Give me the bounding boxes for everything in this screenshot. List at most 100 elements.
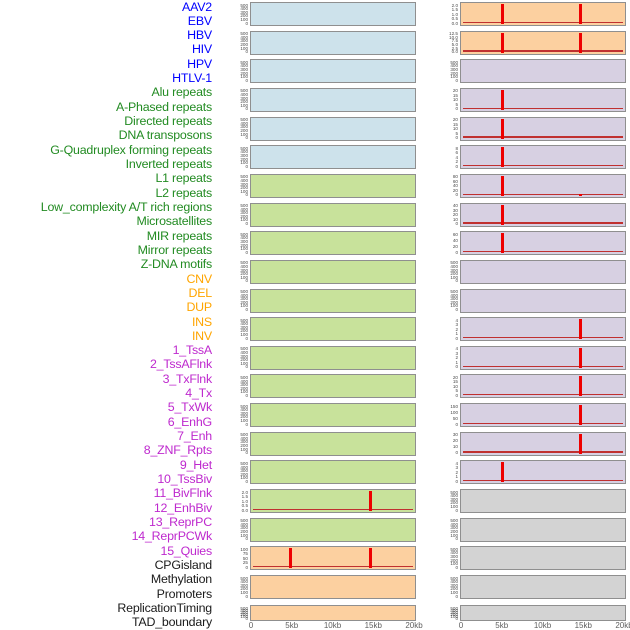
feature-panel [460, 87, 626, 112]
signal-baseline [463, 50, 623, 52]
y-tick-label: 0 [245, 450, 248, 456]
y-tick-label: 300 [240, 210, 248, 216]
y-tick-label: 80 [452, 174, 458, 180]
y-tick-label: 300 [240, 95, 248, 101]
y-tick-label: 20 [452, 187, 458, 193]
y-tick-label: 100 [240, 532, 248, 538]
y-tick-label: 20 [452, 88, 458, 94]
y-tick-label: 100 [450, 409, 458, 415]
y-tick-label: 500 [240, 174, 248, 180]
y-tick-label: 2 [455, 159, 458, 165]
y-tick-label: 400 [240, 321, 248, 327]
feature-label: 8_ZNF_Rpts [143, 443, 212, 458]
y-tick-label: 0 [455, 192, 458, 198]
y-tick-label: 100 [240, 360, 248, 366]
y-tick-label: 20 [452, 374, 458, 380]
y-tick-label: 0.0 [451, 20, 458, 26]
y-tick-label: 300 [240, 468, 248, 474]
feature-panel [250, 460, 416, 485]
signal-spike [501, 118, 504, 139]
x-tick-label: 0 [458, 621, 464, 630]
y-tick-label: 0 [245, 364, 248, 370]
y-tick-label: 300 [450, 554, 458, 560]
feature-label: 14_ReprPCWk [131, 529, 213, 544]
y-tick-label: 200 [240, 414, 248, 420]
feature-panel [250, 431, 416, 456]
y-tick-label: 2.5 [451, 45, 458, 51]
y-tick-label: 400 [240, 235, 248, 241]
feature-panel [250, 231, 416, 256]
y-tick-label: 5 [455, 101, 458, 107]
y-tick-label: 100 [240, 16, 248, 22]
y-tick-label: 200 [240, 443, 248, 449]
y-tick-label: 300 [240, 353, 248, 359]
y-tick-label: 20 [452, 212, 458, 218]
feature-panel [250, 317, 416, 342]
signal-spike [579, 433, 583, 454]
y-tick-label: 300 [240, 324, 248, 330]
feature-panel [250, 546, 416, 571]
y-tick-label: 0 [245, 163, 248, 169]
x-tick-label: 0 [248, 621, 254, 630]
y-tick-label: 10 [452, 216, 458, 222]
y-tick-label: 300 [450, 67, 458, 72]
x-tick-label: 15kb [574, 621, 592, 630]
y-tick-label: 10 [452, 97, 458, 103]
feature-label: Inverted repeats [125, 157, 213, 171]
feature-label: 6_EnhG [167, 414, 212, 429]
feature-panel [250, 202, 416, 227]
y-tick-label: 0 [455, 421, 458, 427]
y-tick-label: 1 [455, 474, 458, 480]
y-tick-label: 30 [452, 207, 458, 213]
feature-label: L1 repeats [155, 171, 212, 186]
y-tick-label: 400 [240, 521, 248, 527]
y-tick-label: 500 [240, 289, 248, 294]
feature-panel [460, 202, 626, 227]
y-tick-label: 50 [242, 555, 248, 561]
y-tick-label: 2.0 [451, 2, 458, 8]
y-tick-label: 6 [455, 150, 458, 156]
y-tick-label: 0 [245, 249, 248, 255]
feature-label: AAV2 [182, 0, 212, 14]
feature-label: Low_complexity A/T rich regions [40, 199, 212, 214]
signal-spike [579, 347, 583, 368]
signal-spike [501, 147, 504, 168]
feature-label: A-Phased repeats [116, 99, 212, 114]
y-tick-label: 0 [245, 615, 248, 621]
feature-label: CNV [186, 271, 212, 286]
feature-panel [250, 59, 416, 84]
y-tick-label: 0.0 [241, 507, 248, 513]
feature-label: Alu repeats [151, 85, 213, 100]
y-tick-label: 0 [455, 392, 458, 398]
y-tick-label: 200 [240, 271, 248, 277]
feature-label: 4_Tx [185, 386, 212, 401]
y-tick-label: 0 [245, 135, 248, 141]
y-tick-label: 200 [240, 357, 248, 363]
y-tick-label: 12.5 [449, 31, 458, 37]
feature-label: 10_TssBiv [157, 472, 212, 486]
feature-panel [250, 517, 416, 542]
signal-spike [579, 376, 583, 397]
y-tick-label: 300 [240, 67, 248, 72]
y-tick-label: 0 [455, 615, 458, 621]
y-tick-label: 0 [455, 77, 458, 83]
y-tick-label: 0 [245, 478, 248, 484]
y-tick-label: 200 [450, 529, 458, 534]
feature-label: 12_EnhBiv [153, 500, 212, 515]
feature-panel [460, 288, 626, 313]
y-tick-label: 500 [240, 346, 248, 352]
y-tick-label: 1.0 [451, 11, 458, 17]
y-tick-label: 400 [450, 579, 458, 585]
y-tick-label: 300 [240, 582, 248, 588]
y-tick-label: 500 [240, 203, 248, 209]
y-tick-label: 100 [240, 45, 248, 51]
feature-panel [250, 605, 416, 621]
y-tick-label: 300 [450, 582, 458, 588]
y-tick-label: 10 [452, 126, 458, 132]
y-tick-label: 1.5 [241, 494, 248, 500]
signal-spike [289, 548, 293, 569]
y-tick-label: 400 [240, 178, 248, 183]
feature-label: 13_ReprPC [149, 514, 212, 529]
y-tick-label: 200 [240, 70, 248, 76]
y-tick-label: 100 [240, 546, 248, 552]
